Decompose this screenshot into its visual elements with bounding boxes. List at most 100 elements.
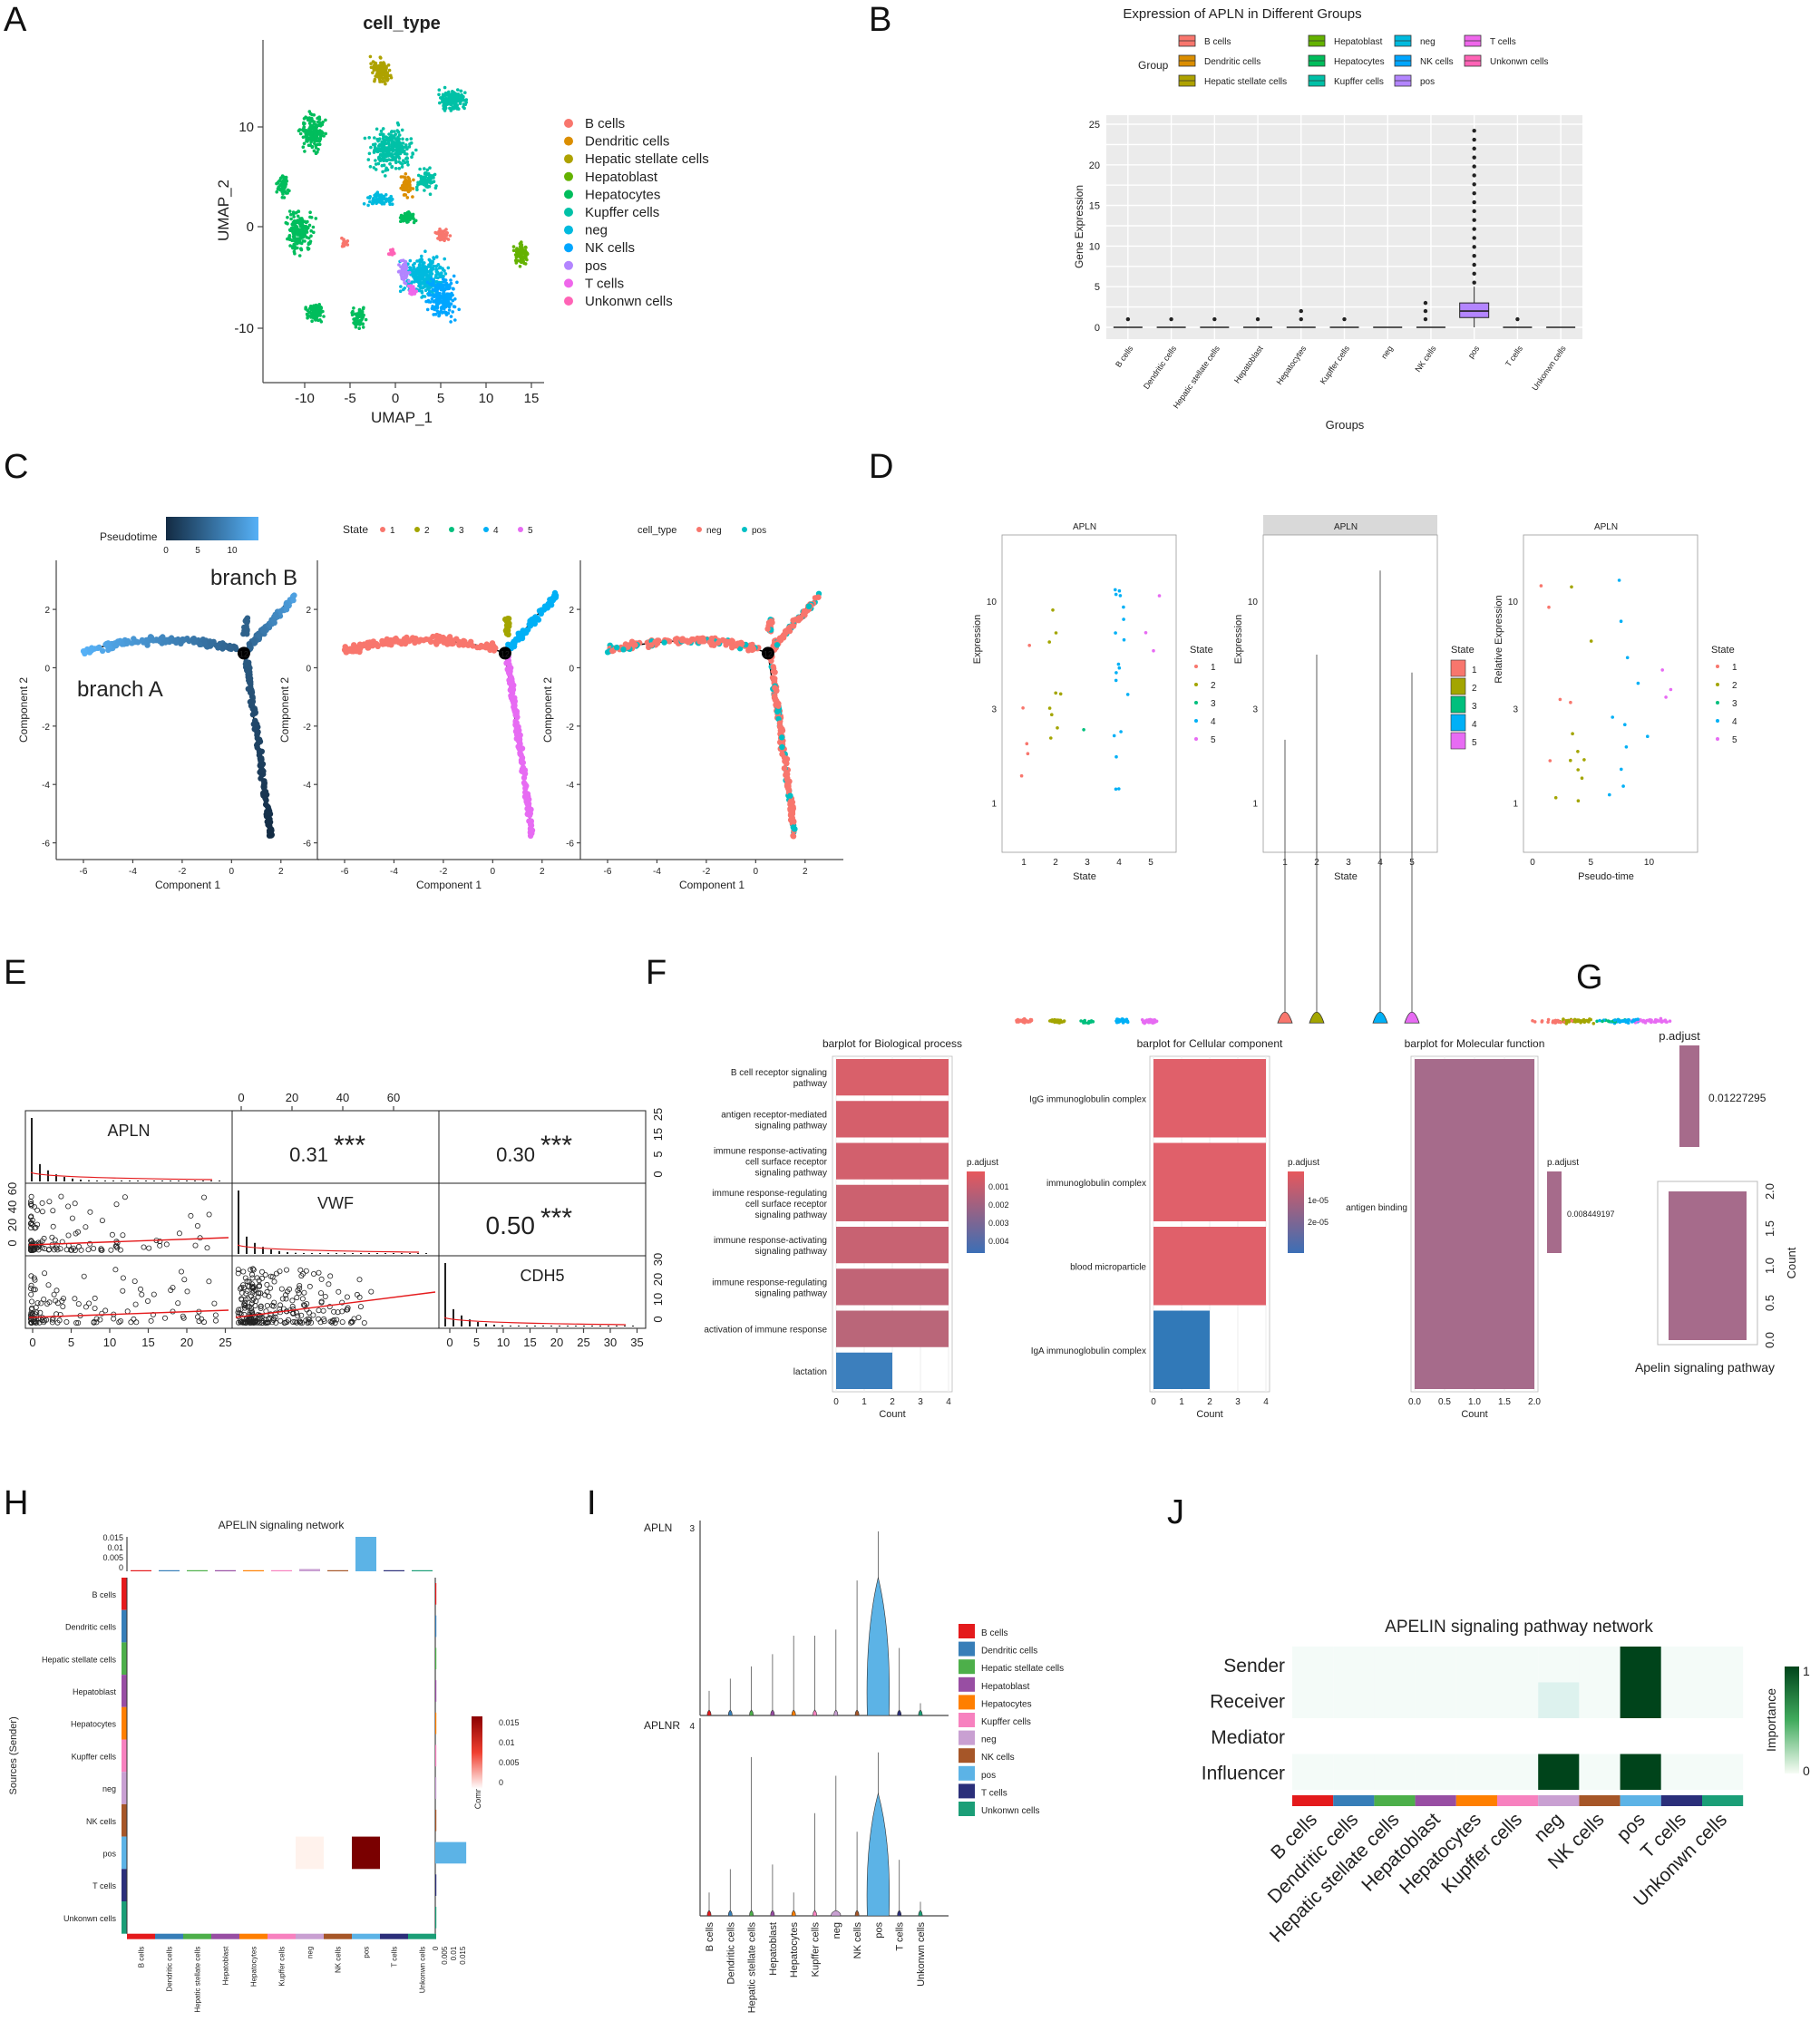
expression-frame <box>1001 534 1177 853</box>
trajectory-cell <box>708 636 715 642</box>
trajectory-cell <box>514 714 521 721</box>
umap-point <box>289 212 293 217</box>
go-x-tick: 2 <box>1207 1397 1212 1407</box>
kegg-y-tick: 2.0 <box>1763 1183 1776 1200</box>
go-x-tick: 0 <box>1151 1397 1156 1407</box>
trajectory-y-tick-label: -4 <box>566 781 574 791</box>
histogram-bar <box>336 1253 337 1254</box>
scatter-point <box>310 1312 316 1318</box>
celltype-legend-dot <box>696 527 702 532</box>
trajectory-cell <box>774 642 781 648</box>
expression-point <box>1114 787 1118 792</box>
scatter-point <box>50 1208 56 1214</box>
left-tick-label: 0 <box>5 1239 19 1246</box>
umap-point <box>441 311 444 315</box>
state-legend-dot <box>380 527 385 532</box>
histogram-bar <box>376 1253 378 1254</box>
trajectory-y-tick-label: 2 <box>306 606 311 616</box>
scatter-point <box>178 1268 184 1275</box>
expression-point <box>1623 723 1627 726</box>
umap-point <box>420 266 423 270</box>
panel-label-i: I <box>587 1484 597 1522</box>
trajectory-cell <box>385 641 392 647</box>
histogram-bar <box>287 1251 288 1254</box>
umap-point <box>286 188 290 192</box>
umap-point <box>408 258 413 263</box>
umap-point <box>455 280 459 285</box>
trajectory-cell <box>622 641 629 647</box>
panel-label-b: B <box>869 1 891 39</box>
umap-point <box>319 310 323 315</box>
umap-point <box>415 259 419 263</box>
expression-point <box>1664 695 1668 699</box>
expression-point <box>1540 1020 1544 1024</box>
umap-point <box>378 71 382 74</box>
trajectory-cell <box>779 743 785 751</box>
trajectory-y-tick-label: -4 <box>42 781 50 791</box>
trajectory-cell <box>520 764 527 771</box>
expression-x-tick: 5 <box>1588 858 1593 868</box>
umap-point <box>406 284 411 288</box>
violin-body <box>833 1709 839 1716</box>
boxplot-x-tick-label: Unkonwn cells <box>1530 344 1568 393</box>
umap-point <box>442 275 445 278</box>
scatter-point <box>192 1242 199 1249</box>
kegg-y-tick: 1.0 <box>1763 1258 1776 1274</box>
umap-point <box>443 229 446 233</box>
umap-point <box>443 287 448 290</box>
trajectory-cell <box>265 810 271 816</box>
expression-point <box>1659 1016 1663 1021</box>
trajectory-cell <box>489 640 496 646</box>
trajectory-cell <box>509 676 515 683</box>
violin-body <box>727 1709 733 1716</box>
umap-point <box>379 67 383 72</box>
scatter-point <box>92 1306 98 1312</box>
expression-point <box>1576 768 1580 772</box>
trajectory-cell <box>257 633 263 639</box>
umap-point <box>443 85 447 90</box>
trajectory-cell <box>787 805 793 812</box>
trajectory-cell <box>244 627 250 633</box>
umap-point <box>342 238 346 242</box>
scatter-point <box>45 1282 52 1288</box>
panel-labels: A B C D E F G H I J <box>4 1 1603 1531</box>
umap-point <box>372 166 376 170</box>
right-tick-label: 25 <box>651 1108 665 1121</box>
state-fill-key <box>1450 714 1466 732</box>
umap-point <box>299 247 303 251</box>
col-color-key <box>239 1933 268 1939</box>
trajectory-cell <box>648 642 655 648</box>
umap-point <box>397 167 402 170</box>
scatter-point <box>303 1268 309 1274</box>
scatter-point <box>75 1301 82 1307</box>
umap-legend-item: neg <box>585 223 608 238</box>
trajectory-cell <box>790 832 796 839</box>
expression-point <box>1082 1019 1085 1024</box>
umap-point <box>306 136 310 140</box>
umap-point <box>430 272 434 276</box>
umap-point <box>301 220 305 224</box>
expression-point <box>1646 734 1650 738</box>
top-bar-tick: 0.015 <box>102 1533 123 1542</box>
go-x-label: Count <box>879 1409 905 1420</box>
col-color-key <box>183 1933 211 1939</box>
boxplot-x-tick-label: B cells <box>1114 344 1135 369</box>
umap-point <box>401 258 405 263</box>
umap-point <box>520 243 524 247</box>
bottom-tick-label: 30 <box>604 1336 617 1349</box>
row-color-key <box>122 1901 127 1934</box>
expression-y-tick: 3 <box>1252 705 1258 714</box>
go-category-label: activation of immune response <box>704 1326 827 1336</box>
umap-point <box>413 280 416 284</box>
scatter-point <box>240 1268 247 1275</box>
scatter-point <box>63 1319 70 1326</box>
expression-point <box>1114 671 1118 675</box>
umap-point <box>377 156 381 160</box>
go-category-label: B cell receptor signaling <box>731 1068 827 1078</box>
scatter-point <box>344 1294 350 1300</box>
umap-point <box>389 75 394 80</box>
umap-legend-dot <box>564 296 573 306</box>
top-bar <box>131 1569 151 1571</box>
